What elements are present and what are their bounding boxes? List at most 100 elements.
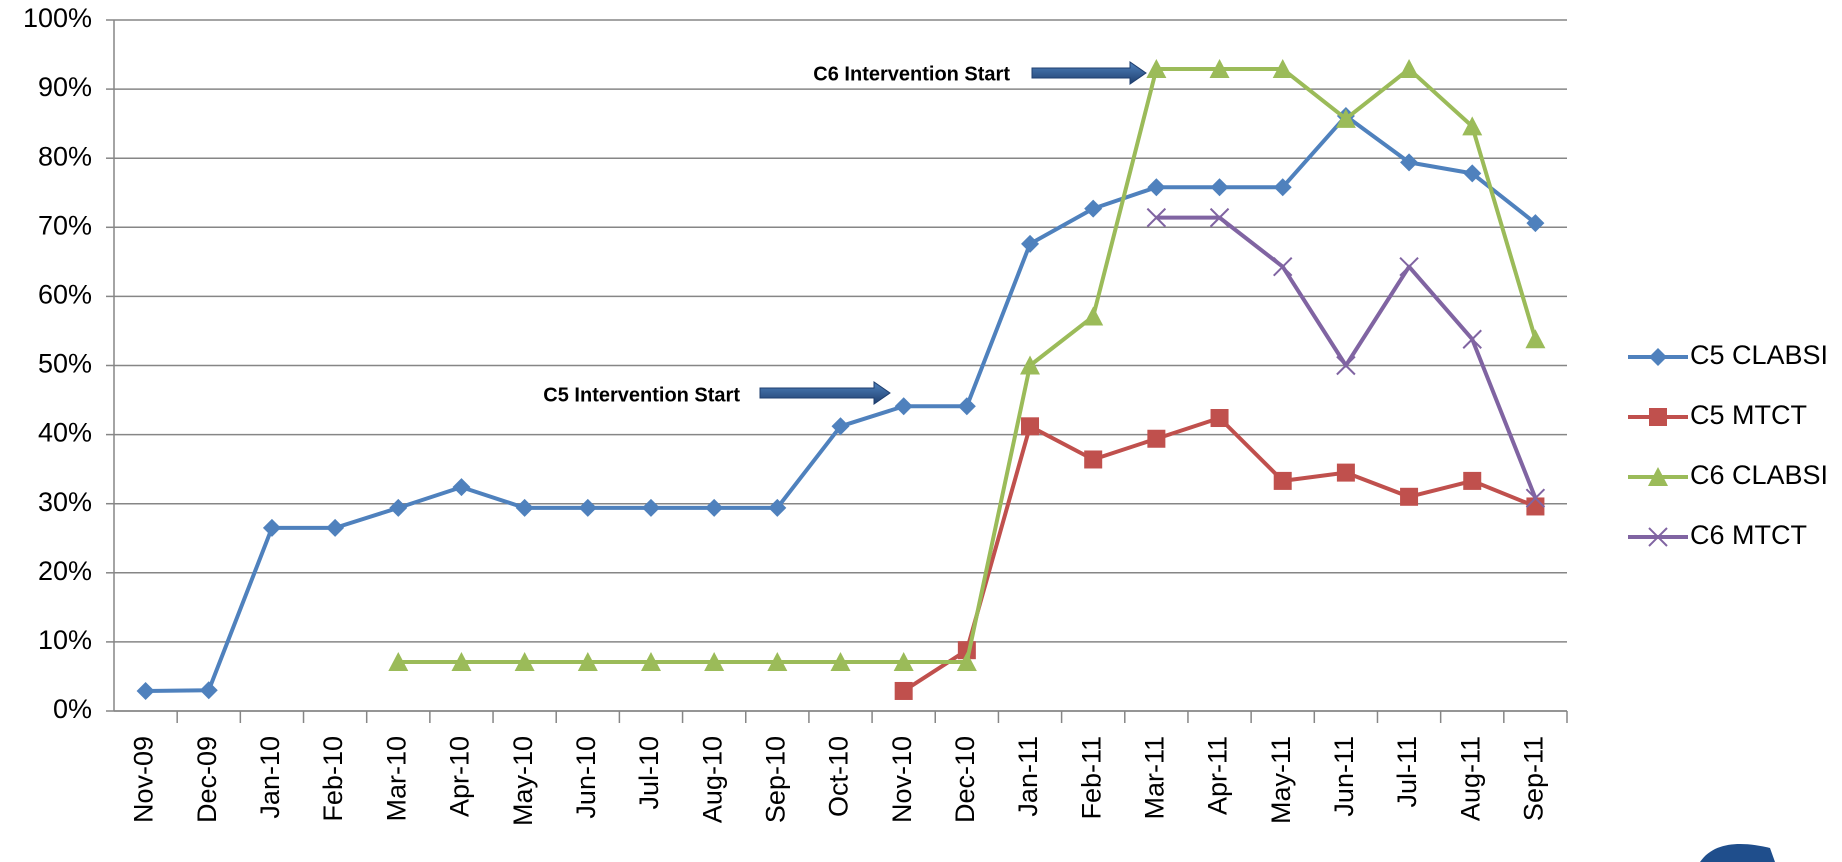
- data-point: [1462, 329, 1482, 349]
- y-tick-label: 70%: [38, 210, 92, 240]
- data-point: [1147, 429, 1166, 448]
- data-point: [1526, 497, 1545, 516]
- x-tick-label: Aug-10: [697, 736, 727, 823]
- annotation: C6 Intervention Start: [813, 63, 1010, 85]
- data-point: [1463, 471, 1482, 490]
- data-point: [767, 651, 788, 671]
- data-point: [640, 651, 661, 671]
- legend-marker: [1648, 527, 1668, 547]
- annotation-arrow: [759, 381, 891, 405]
- data-point: [956, 651, 977, 671]
- annotation: C5 Intervention Start: [543, 384, 740, 406]
- data-point: [514, 651, 535, 671]
- data-point: [199, 681, 218, 700]
- x-tick-label: Jun-11: [1329, 736, 1359, 817]
- data-point: [1209, 207, 1230, 228]
- data-point: [1400, 153, 1419, 172]
- x-tick-label: May-10: [508, 736, 538, 826]
- data-point: [1147, 178, 1166, 197]
- data-point: [1399, 256, 1419, 277]
- data-point: [1273, 471, 1292, 490]
- data-point: [893, 651, 914, 671]
- y-tick-label: 100%: [23, 3, 92, 33]
- data-point: [262, 518, 281, 537]
- x-tick-label: Sep-10: [760, 736, 790, 823]
- x-tick-label: Apr-10: [445, 736, 475, 817]
- data-point: [1021, 417, 1040, 436]
- x-tick-label: Feb-11: [1076, 736, 1106, 820]
- data-point: [1400, 487, 1419, 506]
- legend-label: C6 CLABSI: [1690, 460, 1828, 490]
- x-tick-label: Nov-10: [887, 736, 917, 823]
- series-line: [145, 114, 1537, 693]
- x-tick-label: Aug-11: [1455, 736, 1485, 821]
- data-point: [705, 498, 724, 517]
- data-point: [704, 651, 725, 671]
- data-point: [1525, 488, 1546, 508]
- x-tick-label: Jul-10: [634, 736, 664, 810]
- data-point: [578, 498, 597, 517]
- data-point: [515, 498, 534, 517]
- x-tick-label: Apr-11: [1203, 736, 1233, 815]
- data-point: [1021, 234, 1040, 253]
- y-tick-label: 10%: [38, 625, 92, 655]
- data-point: [641, 498, 660, 517]
- data-point: [1146, 59, 1167, 79]
- legend-label: C5 MTCT: [1690, 400, 1807, 430]
- data-point: [1272, 59, 1293, 79]
- x-tick-label: May-11: [1266, 736, 1296, 824]
- legend-marker: [1649, 348, 1667, 366]
- x-tick-label: Mar-10: [381, 736, 411, 822]
- data-point: [1084, 450, 1103, 469]
- data-point: [1084, 199, 1103, 218]
- legend-label: C6 MTCT: [1690, 520, 1807, 550]
- data-point: [389, 498, 408, 517]
- data-point: [1020, 355, 1041, 375]
- data-point: [1336, 355, 1356, 376]
- x-tick-label: Nov-09: [129, 736, 159, 823]
- y-tick-label: 90%: [38, 72, 92, 102]
- x-tick-label: Dec-10: [950, 736, 980, 823]
- y-tick-label: 30%: [38, 487, 92, 517]
- data-point: [1210, 409, 1229, 428]
- legend-label: C5 CLABSI: [1690, 340, 1828, 370]
- data-point: [894, 397, 913, 416]
- data-point: [1210, 178, 1229, 197]
- data-point: [831, 417, 850, 436]
- data-point: [388, 651, 409, 671]
- data-point: [326, 518, 345, 537]
- data-point: [1399, 59, 1420, 79]
- x-tick-label: Jan-11: [1013, 736, 1043, 817]
- y-tick-label: 50%: [38, 349, 92, 379]
- decoration: [1700, 843, 1775, 862]
- x-tick-label: Dec-09: [192, 736, 222, 823]
- data-point: [1083, 306, 1104, 326]
- x-tick-label: Mar-11: [1139, 736, 1169, 820]
- annotation-arrow: [1031, 61, 1147, 85]
- data-point: [452, 478, 471, 497]
- legend-marker: [1648, 467, 1668, 486]
- data-point: [1526, 214, 1545, 233]
- data-point: [1146, 207, 1167, 228]
- data-point: [957, 397, 976, 416]
- y-tick-label: 40%: [38, 418, 92, 448]
- data-point: [1209, 59, 1230, 79]
- x-tick-label: Jun-10: [571, 736, 601, 819]
- series-line: [902, 416, 1537, 693]
- data-point: [1273, 256, 1293, 277]
- x-tick-label: Feb-10: [318, 736, 348, 822]
- data-point: [577, 651, 598, 671]
- data-point: [1336, 463, 1355, 482]
- y-tick-label: 60%: [38, 280, 92, 310]
- data-point: [768, 498, 787, 517]
- data-point: [1463, 164, 1482, 183]
- x-tick-label: Jul-11: [1392, 736, 1422, 808]
- y-tick-label: 0%: [53, 694, 92, 724]
- data-point: [136, 681, 155, 700]
- y-tick-label: 80%: [38, 141, 92, 171]
- data-point: [894, 681, 913, 700]
- data-point: [451, 651, 472, 671]
- data-point: [1462, 116, 1483, 136]
